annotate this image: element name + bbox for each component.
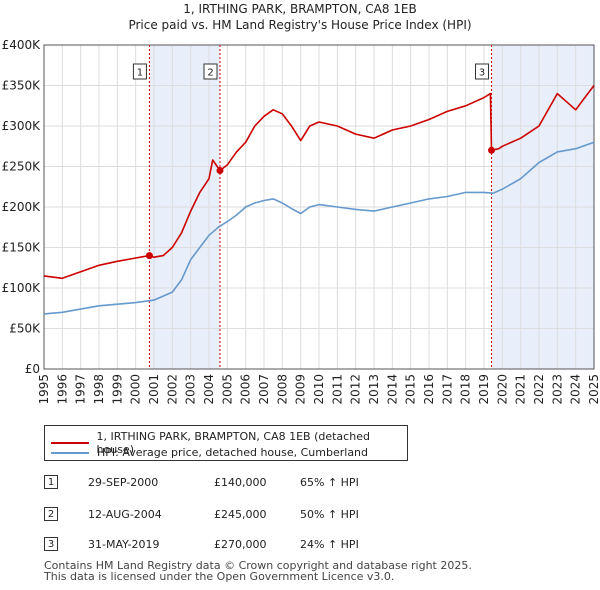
transaction-date: 12-AUG-2004: [88, 507, 162, 521]
legend-swatch-hpi: [51, 451, 89, 454]
x-tick-label: 2013: [367, 374, 381, 405]
x-tick-label: 2020: [495, 374, 509, 405]
x-tick-label: 2022: [532, 374, 546, 405]
chart: 1, IRTHING PARK, BRAMPTON, CA8 1EB Price…: [2, 2, 600, 405]
x-tick-label: 2011: [330, 374, 344, 405]
x-tick-label: 2018: [459, 374, 473, 405]
sale-point: [216, 167, 224, 175]
y-tick-label: £300K: [2, 119, 42, 133]
legend: 1, IRTHING PARK, BRAMPTON, CA8 1EB (deta…: [44, 425, 408, 461]
x-tick-label: 2023: [550, 374, 564, 405]
x-tick-label: 2019: [477, 374, 491, 405]
x-tick-label: 1999: [110, 374, 124, 405]
y-tick-label: £0: [25, 362, 40, 376]
y-tick-label: £100K: [2, 281, 42, 295]
y-tick-label: £200K: [2, 200, 42, 214]
legend-label-hpi: HPI: Average price, detached house, Cumb…: [97, 446, 369, 459]
x-tick-label: 2009: [294, 374, 308, 405]
transaction-badge: 2: [44, 507, 58, 521]
plot-frame: [43, 44, 595, 370]
sale-marker-label: 1: [137, 68, 143, 79]
x-tick-label: 2016: [422, 374, 436, 405]
legend-swatch-property: [51, 442, 89, 444]
x-tick-label: 1998: [92, 374, 106, 405]
sale-point: [488, 146, 496, 154]
transaction-row-1: 1 29-SEP-2000 £140,000 65% ↑ HPI: [44, 473, 359, 491]
x-tick-label: 2024: [569, 374, 583, 405]
transaction-badge: 3: [44, 537, 58, 551]
x-tick-label: 2003: [184, 374, 198, 405]
x-tick-label: 1996: [55, 374, 69, 405]
x-tick-label: 1995: [37, 374, 51, 405]
x-tick-label: 2006: [239, 374, 253, 405]
footer: Contains HM Land Registry data © Crown c…: [44, 560, 472, 582]
transaction-price: £140,000: [214, 475, 267, 489]
x-tick-label: 2012: [349, 374, 363, 405]
x-tick-label: 2005: [220, 374, 234, 405]
sale-marker-badge: [132, 63, 147, 80]
x-tick-label: 2001: [147, 374, 161, 405]
transaction-badge: 1: [44, 475, 58, 489]
transaction-date: 31-MAY-2019: [88, 537, 160, 551]
x-tick-label: 2015: [404, 374, 418, 405]
legend-item-hpi: HPI: Average price, detached house, Cumb…: [51, 446, 368, 459]
x-tick-label: 2002: [165, 374, 179, 405]
x-tick-label: 2008: [275, 374, 289, 405]
sale-marker-badge: [475, 63, 490, 80]
transaction-row-3: 3 31-MAY-2019 £270,000 24% ↑ HPI: [44, 535, 359, 553]
x-tick-label: 2025: [587, 374, 600, 405]
footer-copyright: Contains HM Land Registry data © Crown c…: [44, 559, 472, 572]
transaction-date: 29-SEP-2000: [88, 475, 159, 489]
y-tick-label: £250K: [2, 160, 42, 174]
x-tick-label: 2010: [312, 374, 326, 405]
y-tick-label: £50K: [9, 322, 41, 336]
legend-item-property: 1, IRTHING PARK, BRAMPTON, CA8 1EB (deta…: [51, 430, 407, 456]
chart-subtitle: Price paid vs. HM Land Registry's House …: [128, 18, 471, 32]
legend-label-property: 1, IRTHING PARK, BRAMPTON, CA8 1EB (deta…: [96, 430, 370, 456]
sale-marker-label: 3: [479, 68, 485, 79]
x-tick-label: 2007: [257, 374, 271, 405]
transaction-row-2: 2 12-AUG-2004 £245,000 50% ↑ HPI: [44, 505, 359, 523]
sale-marker-label: 2: [207, 68, 213, 79]
y-tick-label: £400K: [2, 38, 42, 52]
hpi-line: [43, 141, 595, 315]
y-tick-label: £150K: [2, 241, 42, 255]
transaction-hpi: 24% ↑ HPI: [300, 537, 359, 551]
transaction-price: £245,000: [214, 507, 267, 521]
x-tick-label: 2000: [129, 374, 143, 405]
x-tick-label: 2021: [514, 374, 528, 405]
transaction-hpi: 65% ↑ HPI: [300, 475, 359, 489]
x-tick-label: 2014: [385, 374, 399, 405]
y-tick-label: £350K: [2, 79, 42, 93]
transaction-hpi: 50% ↑ HPI: [300, 507, 359, 521]
sale-point: [145, 252, 153, 260]
transaction-price: £270,000: [214, 537, 267, 551]
property-price-line: [43, 85, 595, 280]
footer-license: This data is licensed under the Open Gov…: [44, 570, 395, 583]
x-tick-label: 2004: [202, 374, 216, 405]
chart-title: 1, IRTHING PARK, BRAMPTON, CA8 1EB: [183, 2, 417, 16]
sale-marker-badge: [203, 63, 218, 80]
x-tick-label: 2017: [440, 374, 454, 405]
x-tick-label: 1997: [74, 374, 88, 405]
